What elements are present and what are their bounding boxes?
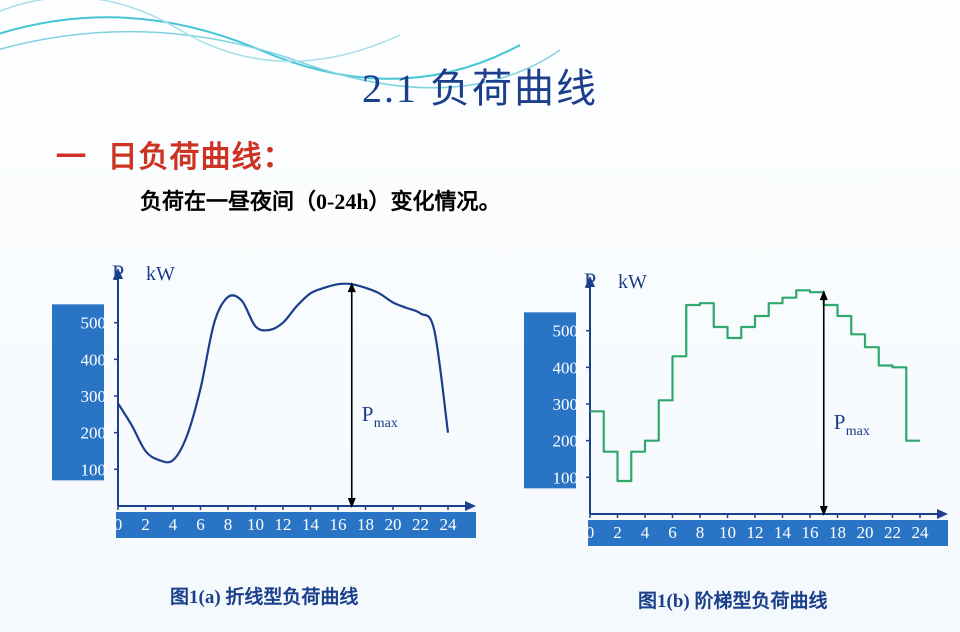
svg-text:kW: kW (146, 263, 175, 285)
svg-text:2: 2 (613, 523, 622, 542)
svg-text:16: 16 (330, 515, 347, 534)
svg-text:kW: kW (618, 271, 647, 293)
svg-text:10: 10 (719, 523, 736, 542)
svg-text:18: 18 (829, 523, 846, 542)
svg-text:400: 400 (553, 358, 579, 377)
svg-text:200: 200 (81, 424, 107, 443)
svg-text:24: 24 (440, 515, 458, 534)
svg-text:max: max (846, 424, 870, 439)
svg-text:100: 100 (81, 460, 107, 479)
svg-text:20: 20 (385, 515, 402, 534)
svg-text:14: 14 (774, 523, 792, 542)
svg-text:P: P (362, 402, 374, 426)
svg-text:10: 10 (247, 515, 264, 534)
chart-b-container: 100200300400500024681012141618202224PkWP… (520, 264, 950, 564)
svg-text:24: 24 (912, 523, 930, 542)
svg-text:22: 22 (412, 515, 429, 534)
caption-b: 图1(b) 阶梯型负荷曲线 (638, 586, 827, 613)
svg-text:P: P (834, 410, 846, 434)
svg-text:18: 18 (357, 515, 374, 534)
svg-text:0: 0 (114, 515, 123, 534)
chart-a-container: 100200300400500024681012141618202224PkWP… (48, 256, 478, 556)
svg-text:4: 4 (641, 523, 650, 542)
svg-text:4: 4 (169, 515, 178, 534)
section-number: 一 (56, 141, 86, 174)
chart-b-svg: 100200300400500024681012141618202224PkWP… (520, 264, 950, 564)
section-subtitle: 负荷在一昼夜间（0-24h）变化情况。 (140, 184, 501, 216)
svg-text:20: 20 (857, 523, 874, 542)
section-heading: 日负荷曲线： (108, 141, 294, 174)
svg-text:6: 6 (196, 515, 205, 534)
slide-title: 2.1 负荷曲线 (0, 56, 960, 114)
svg-text:6: 6 (668, 523, 677, 542)
svg-text:0: 0 (586, 523, 595, 542)
svg-text:22: 22 (884, 523, 901, 542)
svg-text:16: 16 (802, 523, 819, 542)
svg-text:2: 2 (141, 515, 150, 534)
svg-text:14: 14 (302, 515, 320, 534)
svg-text:8: 8 (696, 523, 705, 542)
caption-a: 图1(a) 折线型负荷曲线 (170, 582, 358, 609)
section-row: 一 日负荷曲线： (56, 132, 294, 176)
svg-text:500: 500 (81, 314, 107, 333)
svg-text:300: 300 (81, 387, 107, 406)
svg-text:400: 400 (81, 350, 107, 369)
svg-text:P: P (112, 260, 124, 285)
svg-text:300: 300 (553, 395, 579, 414)
svg-text:100: 100 (553, 468, 579, 487)
svg-text:12: 12 (275, 515, 292, 534)
svg-text:200: 200 (553, 432, 579, 451)
chart-a-svg: 100200300400500024681012141618202224PkWP… (48, 256, 478, 556)
svg-text:max: max (374, 416, 398, 431)
svg-text:P: P (584, 268, 596, 293)
svg-text:500: 500 (553, 322, 579, 341)
svg-text:12: 12 (747, 523, 764, 542)
svg-text:8: 8 (224, 515, 233, 534)
